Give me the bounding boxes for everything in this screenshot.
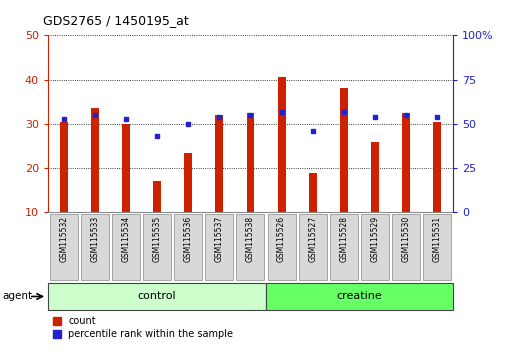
FancyBboxPatch shape <box>329 214 357 280</box>
Bar <box>60 122 67 212</box>
FancyBboxPatch shape <box>48 283 266 310</box>
FancyBboxPatch shape <box>266 283 452 310</box>
FancyBboxPatch shape <box>81 214 109 280</box>
Text: GSM115537: GSM115537 <box>215 216 223 262</box>
Text: GDS2765 / 1450195_at: GDS2765 / 1450195_at <box>43 14 188 27</box>
Text: GSM115534: GSM115534 <box>121 216 130 262</box>
Bar <box>277 78 285 212</box>
Text: GSM115533: GSM115533 <box>90 216 99 262</box>
Text: GSM115535: GSM115535 <box>152 216 161 262</box>
Bar <box>184 153 192 212</box>
Text: agent: agent <box>3 291 33 302</box>
Text: creatine: creatine <box>336 291 382 301</box>
Text: GSM115532: GSM115532 <box>59 216 68 262</box>
FancyBboxPatch shape <box>205 214 233 280</box>
FancyBboxPatch shape <box>423 214 450 280</box>
FancyBboxPatch shape <box>267 214 295 280</box>
Text: control: control <box>137 291 176 301</box>
FancyBboxPatch shape <box>236 214 264 280</box>
Bar <box>215 115 223 212</box>
Text: GSM115538: GSM115538 <box>245 216 255 262</box>
FancyBboxPatch shape <box>174 214 202 280</box>
Text: GSM115528: GSM115528 <box>339 216 348 262</box>
Text: GSM115529: GSM115529 <box>370 216 379 262</box>
Bar <box>339 88 347 212</box>
FancyBboxPatch shape <box>49 214 77 280</box>
Bar <box>308 172 316 212</box>
Bar <box>433 122 440 212</box>
Bar <box>91 108 98 212</box>
Bar <box>153 181 161 212</box>
Text: GSM115530: GSM115530 <box>401 216 410 262</box>
Text: GSM115526: GSM115526 <box>277 216 285 262</box>
Text: GSM115536: GSM115536 <box>183 216 192 262</box>
Bar <box>370 142 378 212</box>
Bar <box>401 113 409 212</box>
FancyBboxPatch shape <box>298 214 326 280</box>
Text: GSM115531: GSM115531 <box>432 216 441 262</box>
FancyBboxPatch shape <box>143 214 171 280</box>
Legend: count, percentile rank within the sample: count, percentile rank within the sample <box>53 316 233 339</box>
Bar <box>246 113 254 212</box>
FancyBboxPatch shape <box>391 214 419 280</box>
FancyBboxPatch shape <box>360 214 388 280</box>
Bar <box>122 124 130 212</box>
FancyBboxPatch shape <box>112 214 140 280</box>
Text: GSM115527: GSM115527 <box>308 216 317 262</box>
